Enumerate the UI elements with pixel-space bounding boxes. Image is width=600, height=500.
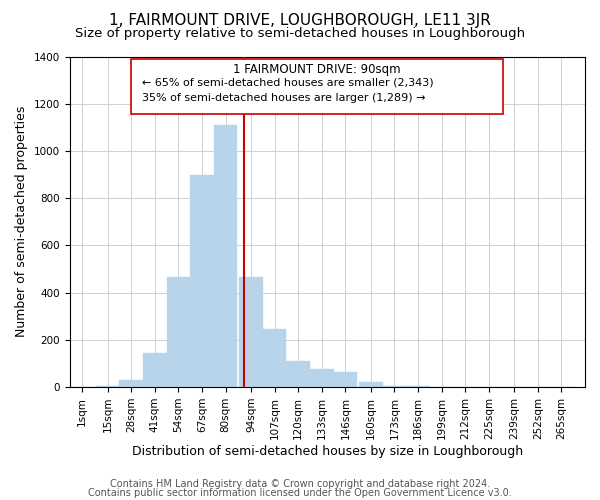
Bar xyxy=(214,125,238,387)
Bar xyxy=(334,372,357,387)
Bar xyxy=(119,380,143,387)
Bar xyxy=(359,382,383,387)
Y-axis label: Number of semi-detached properties: Number of semi-detached properties xyxy=(15,106,28,338)
Bar xyxy=(239,278,263,387)
Bar xyxy=(406,386,430,387)
Text: 1 FAIRMOUNT DRIVE: 90sqm: 1 FAIRMOUNT DRIVE: 90sqm xyxy=(233,63,401,76)
Bar xyxy=(383,386,406,387)
Bar xyxy=(286,361,310,387)
Text: Size of property relative to semi-detached houses in Loughborough: Size of property relative to semi-detach… xyxy=(75,28,525,40)
Bar xyxy=(263,329,286,387)
Text: 1, FAIRMOUNT DRIVE, LOUGHBOROUGH, LE11 3JR: 1, FAIRMOUNT DRIVE, LOUGHBOROUGH, LE11 3… xyxy=(109,12,491,28)
Bar xyxy=(143,353,167,387)
Bar xyxy=(96,386,119,387)
Bar xyxy=(190,174,214,387)
FancyBboxPatch shape xyxy=(131,59,503,114)
Text: Contains public sector information licensed under the Open Government Licence v3: Contains public sector information licen… xyxy=(88,488,512,498)
Bar xyxy=(167,278,190,387)
X-axis label: Distribution of semi-detached houses by size in Loughborough: Distribution of semi-detached houses by … xyxy=(132,444,523,458)
Bar xyxy=(310,370,334,387)
Text: 35% of semi-detached houses are larger (1,289) →: 35% of semi-detached houses are larger (… xyxy=(142,93,425,103)
Text: Contains HM Land Registry data © Crown copyright and database right 2024.: Contains HM Land Registry data © Crown c… xyxy=(110,479,490,489)
Text: ← 65% of semi-detached houses are smaller (2,343): ← 65% of semi-detached houses are smalle… xyxy=(142,78,434,88)
